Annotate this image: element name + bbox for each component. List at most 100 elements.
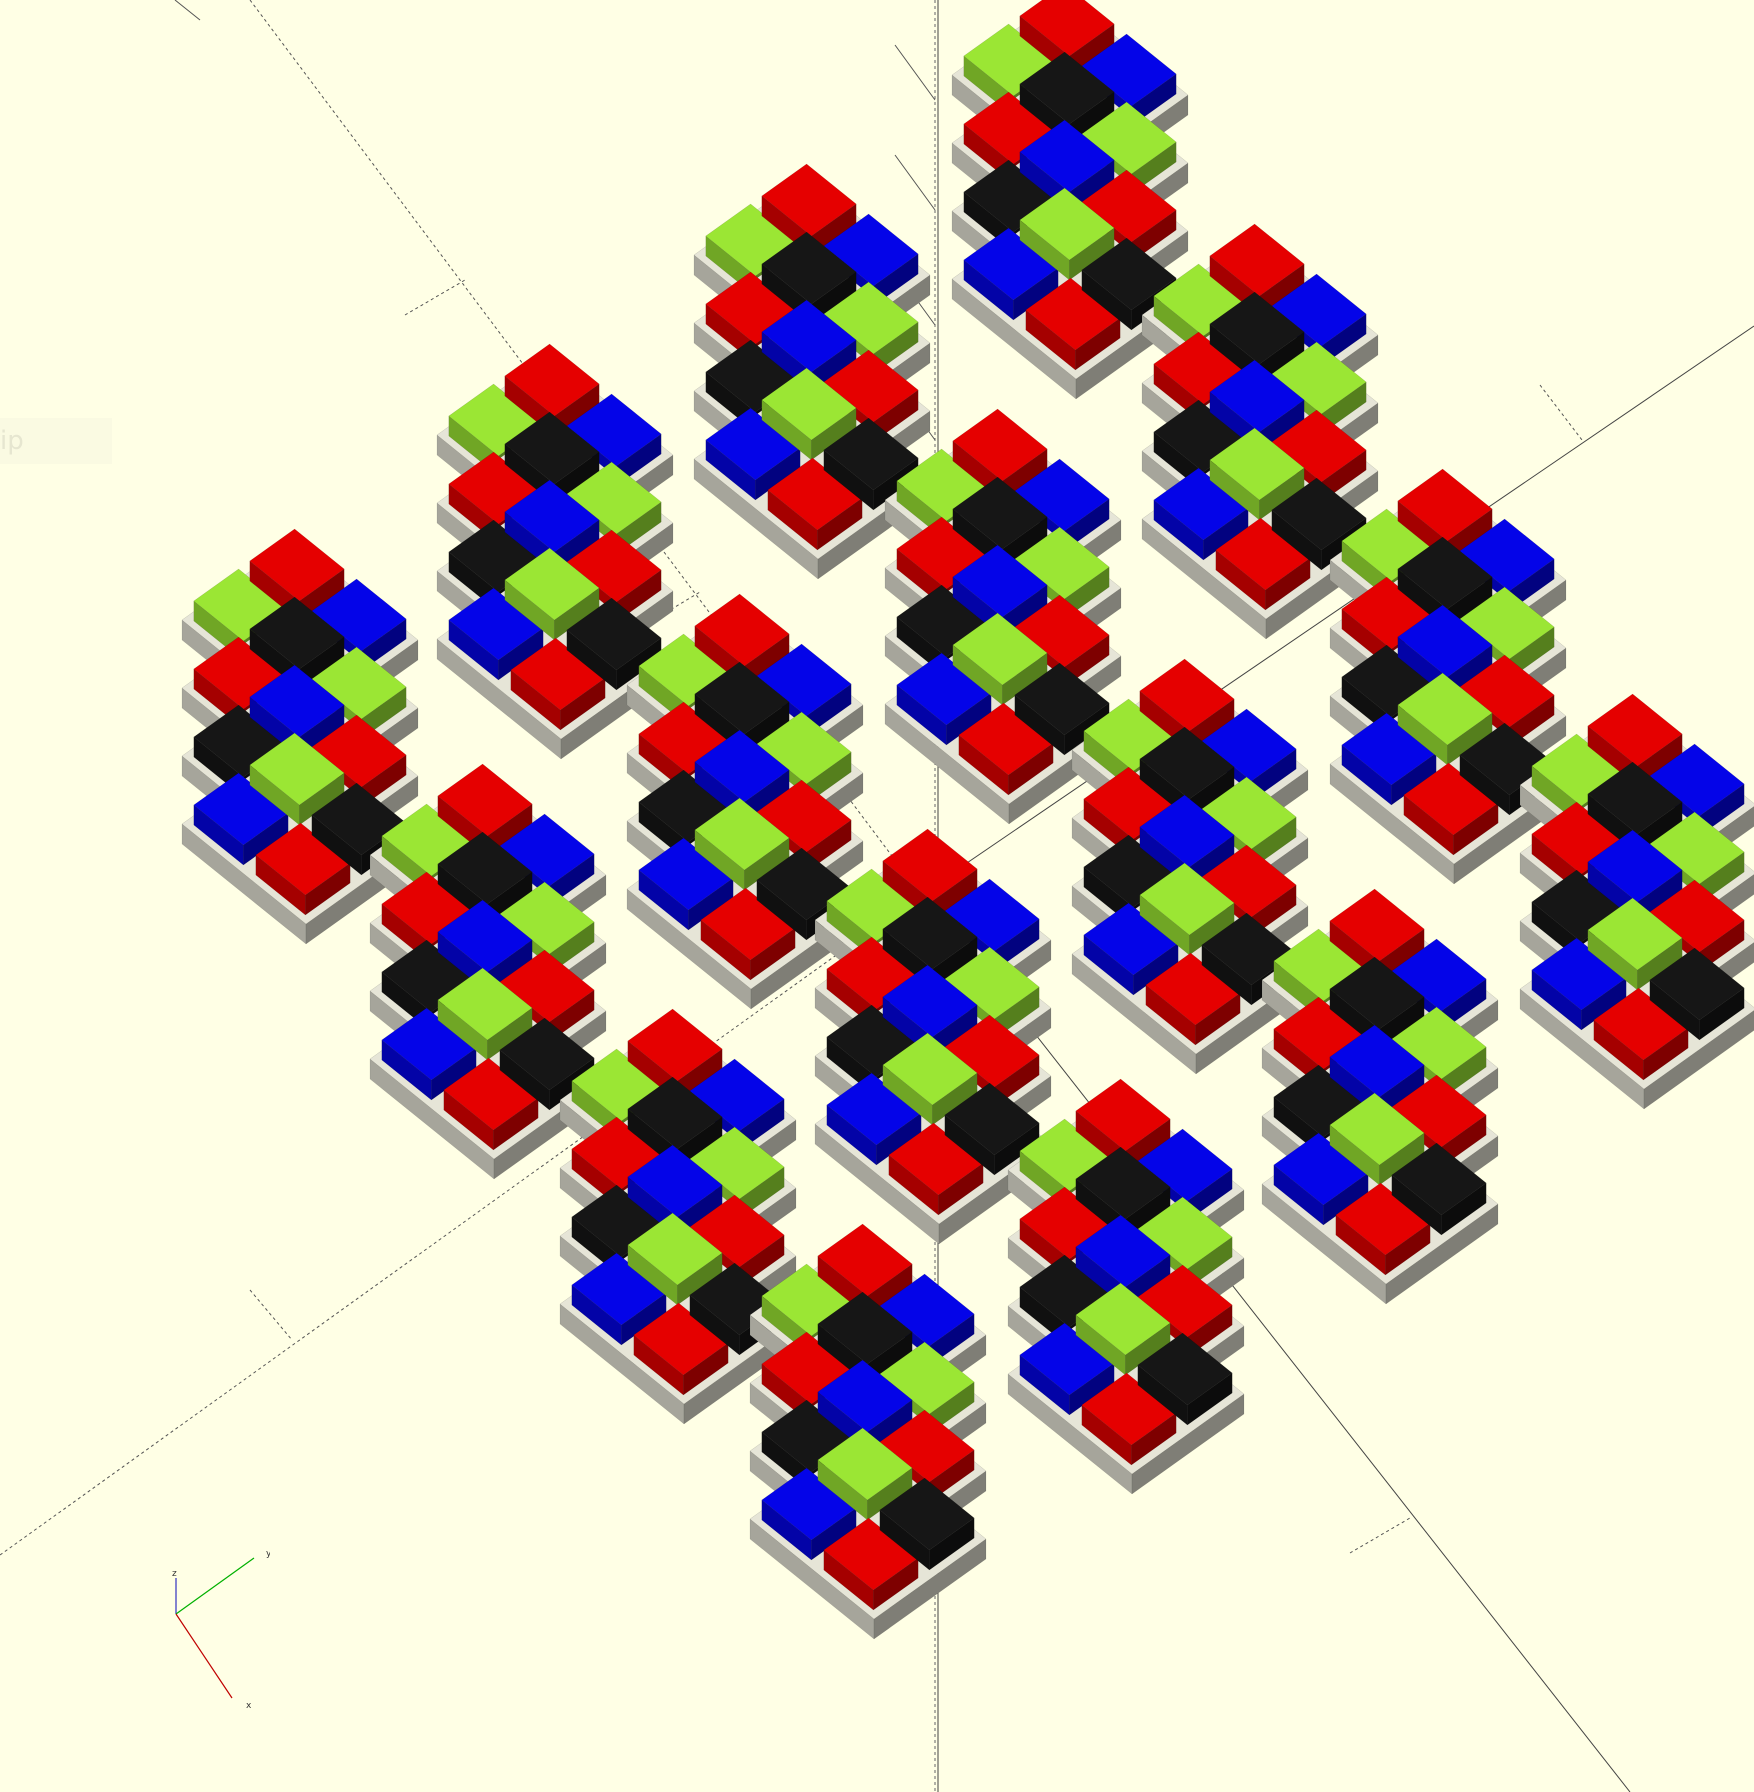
module-14-layer-1-block-d-top [1137,1196,1233,1270]
module-15-layer-2-block-d-top [879,1409,975,1483]
z-axis-label: z [172,1569,177,1579]
module-8-layer-1-block-b-top [1139,726,1235,800]
axes-orientation-gizmo: z y x [172,1549,270,1711]
module-10-layer-1-block-d-top [499,881,595,955]
module-15-layer-1-block-b-top [817,1291,913,1365]
module-7-layer-2-block-d-top [756,779,852,853]
module-10-layer-2-block-b-top [437,899,533,973]
module-15-layer-2-block-b-top [817,1359,913,1433]
module-7-layer-1-block-d-top [756,711,852,785]
module-0-layer-2-block-b-top [1019,119,1115,193]
module-8-layer-0-block-b-top [1139,658,1235,732]
module-5-layer-1-block-d-top [1459,586,1555,660]
module-10-layer-0-block-d-top [499,813,595,887]
module-15-layer-3-block-d-top [879,1477,975,1551]
module-12-layer-0-block-d-top [1391,938,1487,1012]
module-11-layer-1-block-d-top [944,946,1040,1020]
module-0-layer-2-block-d-top [1081,169,1177,243]
module-0-layer-3-block-d-top [1081,237,1177,311]
module-7-layer-0-block-b-top [694,593,790,667]
module-3-layer-0-block-d-top [566,393,662,467]
module-6-layer-0-block-d-top [311,578,407,652]
module-15-layer-0-block-b-top [817,1223,913,1297]
module-14-layer-1-block-b-top [1075,1146,1171,1220]
module-1-layer-2-block-b-top [761,299,857,373]
module-4-layer-0-block-d-top [1014,458,1110,532]
module-6-layer-0-block-b-top [249,528,345,602]
module-14-layer-2-block-b-top [1075,1214,1171,1288]
axis-tick-4 [1349,1517,1411,1554]
module-5-layer-2-block-d-top [1459,654,1555,728]
y-axis-negative-dashed [0,894,921,1556]
module-10-layer-2-block-d-top [499,949,595,1023]
module-12-layer-2-block-b-top [1329,1024,1425,1098]
module-13-layer-2-block-b-top [627,1144,723,1218]
module-5-layer-3-block-b-top [1397,672,1493,746]
x-axis-positive-line [929,899,1631,1792]
module-12-layer-1-block-b-top [1329,956,1425,1030]
x-axis-label: x [246,1701,252,1711]
module-7-layer-1-block-b-top [694,661,790,735]
module-2-layer-1-block-d-top [1271,341,1367,415]
module-9-layer-1-block-d-top [1649,811,1745,885]
module-14-layer-0-block-d-top [1137,1128,1233,1202]
module-11-layer-3-block-b-top [882,1032,978,1106]
module-1-layer-0-block-b-top [761,163,857,237]
module-2-layer-0-block-d-top [1271,273,1367,347]
axis-tick-6 [894,154,936,211]
module-7-layer-0-block-d-top [756,643,852,717]
module-5-layer-2-block-b-top [1397,604,1493,678]
module-8-layer-3-block-b-top [1139,862,1235,936]
module-10-layer-1-block-b-top [437,831,533,905]
module-2-layer-2-block-d-top [1271,409,1367,483]
module-0-layer-3-block-b-top [1019,187,1115,261]
module-3-layer-1-block-b-top [504,411,600,485]
module-11-layer-3-block-d-top [944,1082,1040,1156]
module-12-layer-3-block-b-top [1329,1092,1425,1166]
module-2-layer-3-block-b-top [1209,427,1305,501]
module-2-layer-0-block-b-top [1209,223,1305,297]
module-6-layer-2-block-d-top [311,714,407,788]
module-11-layer-2-block-b-top [882,964,978,1038]
module-15-layer-0-block-d-top [879,1273,975,1347]
module-7-layer-3-block-b-top [694,797,790,871]
module-12-layer-0-block-b-top [1329,888,1425,962]
module-14-layer-3-block-d-top [1137,1332,1233,1406]
module-2-layer-2-block-b-top [1209,359,1305,433]
module-1-layer-1-block-d-top [823,281,919,355]
module-10-layer-0-block-b-top [437,763,533,837]
module-8-layer-2-block-d-top [1201,844,1297,918]
module-4-layer-2-block-b-top [952,544,1048,618]
module-13-layer-2-block-d-top [689,1194,785,1268]
module-5-layer-1-block-b-top [1397,536,1493,610]
module-3-layer-3-block-d-top [566,597,662,671]
module-1-layer-0-block-d-top [823,213,919,287]
tooltip: ip [0,418,112,464]
module-1-layer-1-block-b-top [761,231,857,305]
module-9-layer-0-block-b-top [1587,693,1683,767]
module-4-layer-3-block-b-top [952,612,1048,686]
module-9-layer-3-block-b-top [1587,897,1683,971]
module-3-layer-1-block-d-top [566,461,662,535]
module-3-layer-3-block-b-top [504,547,600,621]
module-0-layer-0-block-d-top [1081,33,1177,107]
module-9-layer-3-base-side-b [1643,1010,1754,1110]
module-12-layer-3-block-d-top [1391,1142,1487,1216]
axis-tick-9 [174,0,201,21]
module-14-layer-3-block-b-top [1075,1282,1171,1356]
module-12-layer-1-block-d-top [1391,1006,1487,1080]
module-13-layer-3-block-b-top [627,1212,723,1286]
module-8-layer-2-block-b-top [1139,794,1235,868]
module-13-layer-1-block-b-top [627,1076,723,1150]
module-0-layer-1-block-d-top [1081,101,1177,175]
y-axis-line [175,1557,255,1615]
module-1-layer-3-block-b-top [761,367,857,441]
module-8-layer-0-block-d-top [1201,708,1297,782]
module-9-layer-2-block-b-top [1587,829,1683,903]
module-14-layer-0-block-b-top [1075,1078,1171,1152]
module-1-layer-2-block-d-top [823,349,919,423]
module-0-layer-1-block-b-top [1019,51,1115,125]
module-14-layer-2-block-d-top [1137,1264,1233,1338]
